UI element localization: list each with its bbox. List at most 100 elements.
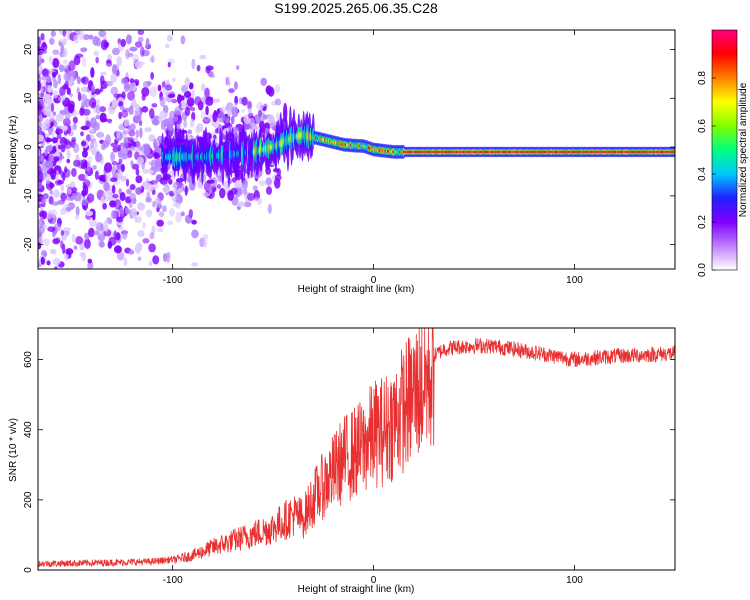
spectrogram-blob [38,148,41,158]
spectrogram-blob [187,175,193,184]
spectrogram-blob [265,177,273,186]
spectrogram-blob [151,189,156,196]
spectrogram-blob [112,193,119,199]
colorbar-tick-label: 0.2 [697,215,708,229]
spectrogram-blob [111,184,116,194]
spectrogram-blob [124,84,132,89]
spectrogram-blob [247,100,252,111]
spectrogram-blob [78,173,87,182]
spectrogram-blob [108,191,115,203]
spectrogram-blob [110,73,118,83]
spectrogram-blob [177,187,184,194]
spectrogram-blob [47,84,52,93]
spectrogram-blob [258,180,267,187]
spectrogram-blob [110,151,116,162]
spectrogram-blob [95,152,103,163]
spectrogram-blob [73,191,82,202]
spectrogram-blob [81,251,87,262]
spectrogram-blob [75,53,84,58]
snr-y-tick-label: 200 [23,491,34,508]
spectrogram-blob [144,152,153,158]
spectrogram-blob [226,75,231,86]
spectrogram-blob [51,71,57,78]
spectrogram-blob [199,54,207,60]
spectrogram-blob [115,69,120,77]
spectrogram-blob [49,189,53,196]
snr-y-tick-label: 600 [23,351,34,368]
spectrogram-blob [162,253,168,262]
spectrogram-blob [169,207,175,217]
spectrogram-blob [75,236,84,245]
spectrogram-blob [58,95,66,102]
spectrogram-blob [92,122,100,131]
spectrogram-blob [202,192,211,198]
spectrogram-blob [151,103,158,108]
spectrogram-blob [144,127,152,133]
spectrogram-blob [49,168,57,178]
spectrogram-y-tick-label: -20 [23,237,34,252]
spectrogram-blob [80,140,87,147]
spectrogram-blob [91,84,96,93]
spectrogram-blob [110,142,118,148]
spectrogram-blob [187,129,192,135]
spectrogram-blob [204,87,210,99]
spectrogram-blob [92,164,97,170]
spectrogram-blob [134,41,143,48]
spectrogram-blob [82,34,90,41]
spectrogram-blob [42,238,50,247]
spectrogram-blob [66,158,71,164]
spectrogram-blob [219,187,226,199]
colorbar-tick-label: 0.4 [697,167,708,181]
spectrogram-blob [55,128,64,135]
spectrogram-blob [112,146,119,153]
spectrogram-blob [161,81,166,88]
spectrogram-blob [149,108,155,119]
spectrogram-blob [209,74,216,79]
spectrogram-blob [100,196,105,204]
spectrogram-blob [267,203,272,214]
spectrogram-blob [191,219,197,225]
spectrogram-blob [84,232,90,240]
spectrogram-blob [56,133,62,140]
spectrogram-blob [186,97,195,107]
spectrogram-blob [105,134,112,146]
spectrogram-blob [135,175,143,184]
spectrogram-blob [81,56,86,67]
colorbar-label: Normalized spectral amplitude [738,82,749,217]
spectrogram-blob [82,108,91,116]
spectrogram-blob [96,98,101,105]
spectrogram-blob [40,32,45,41]
spectrogram-blob [132,109,141,116]
spectrogram-blob [158,211,165,218]
spectrogram-blob [102,202,107,210]
spectrogram-blob [236,201,245,208]
spectrogram-blob [127,91,136,101]
spectrogram-blob [129,183,136,191]
spectrogram-blob [183,90,192,99]
spectrogram-blob [175,202,181,209]
spectrogram-blob [60,42,64,54]
spectrogram-blob [94,88,101,95]
spectrogram-blob [99,240,105,248]
spectrogram-blob [141,106,149,113]
spectrogram-blob [52,238,60,245]
spectrogram-blob [167,220,174,226]
spectrogram-blob [247,112,254,119]
spectrogram-blob [148,260,153,267]
spectrogram-blob [208,185,213,195]
spectrogram-blob [41,68,50,77]
spectrogram-blob [46,260,51,266]
spectrogram-blob [138,144,144,156]
spectrogram-blob [52,49,60,56]
spectrogram-blob [50,102,55,112]
spectrogram-blob [49,248,57,255]
spectrogram-blob [95,114,101,120]
spectrogram-blob [45,137,53,143]
snr-x-tick-label: 0 [371,575,377,586]
spectrogram-blob [142,80,151,88]
spectrogram-blob [107,53,113,62]
spectrogram-blob [43,252,47,257]
spectrogram-blob [191,89,195,99]
spectrogram-blob [153,152,160,160]
spectrogram-blob [231,106,239,118]
